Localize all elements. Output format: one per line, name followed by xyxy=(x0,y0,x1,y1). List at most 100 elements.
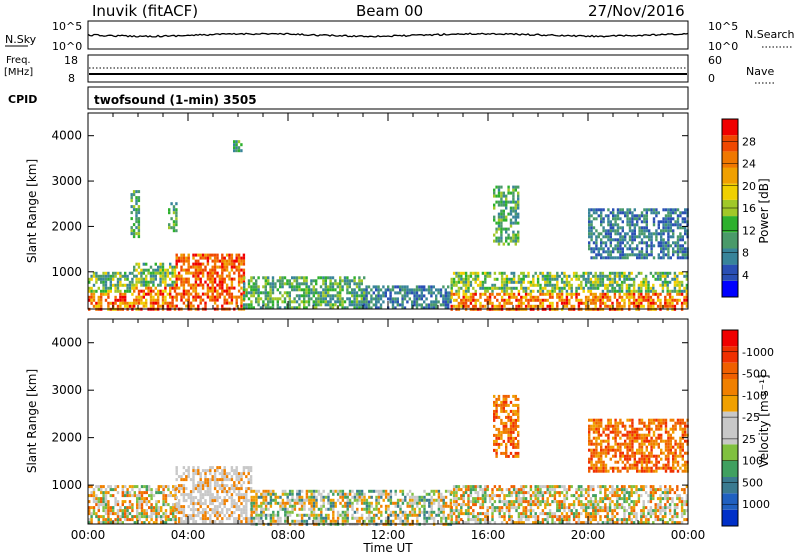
heatmap-cell xyxy=(497,194,501,198)
heatmap-cell xyxy=(225,511,229,515)
heatmap-cell xyxy=(132,193,136,197)
heatmap-cell xyxy=(225,268,229,272)
heatmap-cell xyxy=(245,511,248,515)
heatmap-cell xyxy=(223,298,226,302)
heatmap-cell xyxy=(469,494,473,498)
heatmap-cell xyxy=(150,515,153,519)
heatmap-cell xyxy=(346,501,349,505)
heatmap-cell xyxy=(457,292,461,296)
heatmap-cell xyxy=(630,277,633,281)
heatmap-cell xyxy=(175,208,178,212)
heatmap-cell xyxy=(372,297,375,301)
heatmap-cell xyxy=(396,504,400,508)
heatmap-cell xyxy=(213,478,217,482)
heatmap-cell xyxy=(235,253,238,257)
heatmap-cell xyxy=(500,212,503,216)
heatmap-cell xyxy=(556,271,559,275)
heatmap-cell xyxy=(221,520,224,524)
heatmap-cell xyxy=(332,516,335,520)
heatmap-cell xyxy=(135,286,138,290)
heatmap-cell xyxy=(529,485,533,489)
heatmap-cell xyxy=(379,297,383,301)
heatmap-cell xyxy=(476,497,480,501)
heatmap-cell xyxy=(420,306,423,310)
heatmap-cell xyxy=(192,496,195,500)
heatmap-cell xyxy=(510,518,513,522)
heatmap-cell xyxy=(305,498,309,502)
heatmap-cell xyxy=(145,497,148,501)
heatmap-cell xyxy=(565,494,569,498)
heatmap-cell xyxy=(291,288,294,292)
heatmap-cell xyxy=(637,298,641,302)
heatmap-cell xyxy=(415,291,419,295)
heatmap-cell xyxy=(450,283,453,287)
heatmap-cell xyxy=(616,301,619,305)
heatmap-cell xyxy=(377,492,381,496)
heatmap-cell xyxy=(505,500,509,504)
heatmap-cell xyxy=(604,485,607,489)
heatmap-cell xyxy=(512,197,515,201)
heatmap-cell xyxy=(237,140,241,144)
heatmap-cell xyxy=(216,511,219,515)
heatmap-cell xyxy=(230,487,234,491)
heatmap-cell xyxy=(479,503,482,507)
heatmap-cell xyxy=(568,518,571,522)
heatmap-cell xyxy=(430,291,433,295)
heatmap-cell xyxy=(348,498,352,502)
heatmap-cell xyxy=(411,306,414,310)
heatmap-cell xyxy=(614,244,617,248)
heatmap-cell xyxy=(228,514,231,518)
heatmap-cell xyxy=(391,285,395,289)
heatmap-cell xyxy=(444,306,447,310)
heatmap-cell xyxy=(230,265,234,269)
heatmap-cell xyxy=(602,247,605,251)
heatmap-cell xyxy=(570,292,573,296)
heatmap-cell xyxy=(500,277,504,281)
heatmap-cell xyxy=(534,271,537,275)
heatmap-cell xyxy=(551,286,554,290)
heatmap-cell xyxy=(643,217,646,221)
heatmap-cell xyxy=(310,291,313,295)
heatmap-cell xyxy=(100,497,103,501)
heatmap-cell xyxy=(394,510,397,514)
heatmap-cell xyxy=(372,291,375,295)
heatmap-cell xyxy=(296,498,299,502)
heatmap-cell xyxy=(166,271,169,275)
heatmap-cell xyxy=(245,288,248,292)
heatmap-cell xyxy=(249,481,253,485)
heatmap-cell xyxy=(498,304,501,308)
heatmap-cell xyxy=(442,303,445,307)
heatmap-cell xyxy=(375,303,378,307)
heatmap-cell xyxy=(587,289,590,293)
heatmap-cell xyxy=(408,288,411,292)
heatmap-cell xyxy=(329,279,332,283)
heatmap-cell xyxy=(678,292,681,296)
heatmap-cell xyxy=(90,298,93,302)
heatmap-cell xyxy=(619,250,622,254)
heatmap-cell xyxy=(204,475,207,479)
heatmap-cell xyxy=(336,297,339,301)
heatmap-cell xyxy=(128,518,132,522)
heatmap-cell xyxy=(642,512,645,516)
heatmap-cell xyxy=(684,256,687,260)
heatmap-cell xyxy=(474,301,477,305)
heatmap-cell xyxy=(109,506,112,510)
heatmap-cell xyxy=(225,475,229,479)
heatmap-cell xyxy=(508,500,511,504)
heatmap-cell xyxy=(678,298,681,302)
heatmap-cell xyxy=(606,494,609,498)
heatmap-cell xyxy=(228,259,231,263)
heatmap-cell xyxy=(233,271,236,275)
heatmap-cell xyxy=(230,499,234,503)
heatmap-cell xyxy=(119,301,122,305)
heatmap-cell xyxy=(632,283,636,287)
heatmap-cell xyxy=(305,495,309,499)
heatmap-cell xyxy=(637,301,641,305)
heatmap-cell xyxy=(640,292,643,296)
heatmap-cell xyxy=(595,256,598,260)
heatmap-cell xyxy=(279,519,282,523)
heatmap-cell xyxy=(237,472,241,476)
heatmap-cell xyxy=(356,501,359,505)
heatmap-cell xyxy=(389,495,393,499)
heatmap-cell xyxy=(128,271,132,275)
